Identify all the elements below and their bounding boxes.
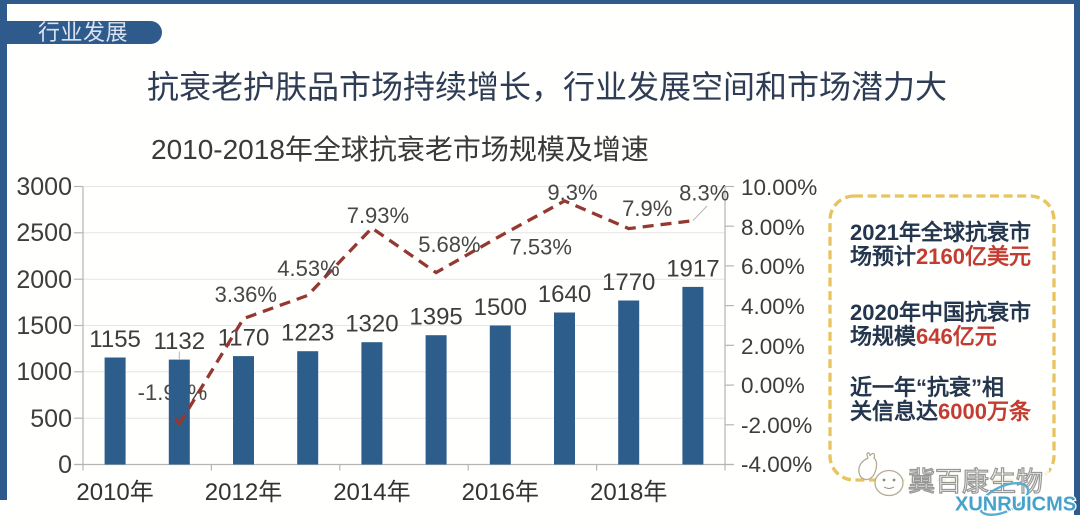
svg-text:XUNRUICMS: XUNRUICMS — [955, 494, 1076, 516]
svg-text:8.00%: 8.00% — [741, 215, 805, 240]
svg-text:1000: 1000 — [16, 358, 72, 386]
svg-text:6.00%: 6.00% — [741, 254, 805, 279]
svg-text:2014年: 2014年 — [333, 479, 410, 506]
svg-text:5.68%: 5.68% — [418, 232, 480, 257]
svg-text:1770: 1770 — [602, 269, 655, 296]
svg-text:1132: 1132 — [153, 328, 205, 355]
svg-text:7.9%: 7.9% — [622, 196, 672, 221]
svg-text:1917: 1917 — [666, 256, 719, 283]
svg-text:2012年: 2012年 — [205, 479, 282, 506]
svg-text:-2.00%: -2.00% — [741, 413, 812, 438]
svg-text:1223: 1223 — [281, 320, 334, 347]
svg-text:1395: 1395 — [409, 304, 462, 331]
svg-text:1155: 1155 — [89, 326, 141, 353]
svg-text:8.3%: 8.3% — [679, 181, 729, 206]
svg-text:1500: 1500 — [474, 294, 527, 321]
svg-text:1640: 1640 — [538, 281, 591, 308]
svg-text:2000: 2000 — [16, 266, 72, 294]
svg-text:0: 0 — [58, 451, 72, 479]
svg-text:3.36%: 3.36% — [215, 282, 277, 307]
svg-text:7.93%: 7.93% — [347, 203, 409, 228]
svg-text:1500: 1500 — [16, 312, 72, 340]
svg-text:2016年: 2016年 — [462, 479, 539, 506]
svg-text:0.00%: 0.00% — [741, 373, 805, 398]
svg-text:3000: 3000 — [16, 173, 72, 201]
svg-text:4.00%: 4.00% — [741, 294, 805, 319]
svg-text:2018年: 2018年 — [590, 479, 667, 506]
svg-text:2500: 2500 — [16, 219, 72, 247]
svg-text:2010年: 2010年 — [76, 479, 153, 506]
svg-text:9.3%: 9.3% — [547, 180, 597, 205]
svg-text:1320: 1320 — [345, 311, 398, 338]
svg-text:7.53%: 7.53% — [510, 235, 572, 260]
svg-text:500: 500 — [30, 405, 72, 433]
svg-text:-4.00%: -4.00% — [741, 452, 812, 477]
svg-text:2.00%: 2.00% — [741, 334, 805, 359]
svg-text:4.53%: 4.53% — [277, 256, 339, 281]
svg-text:10.00%: 10.00% — [741, 175, 817, 200]
